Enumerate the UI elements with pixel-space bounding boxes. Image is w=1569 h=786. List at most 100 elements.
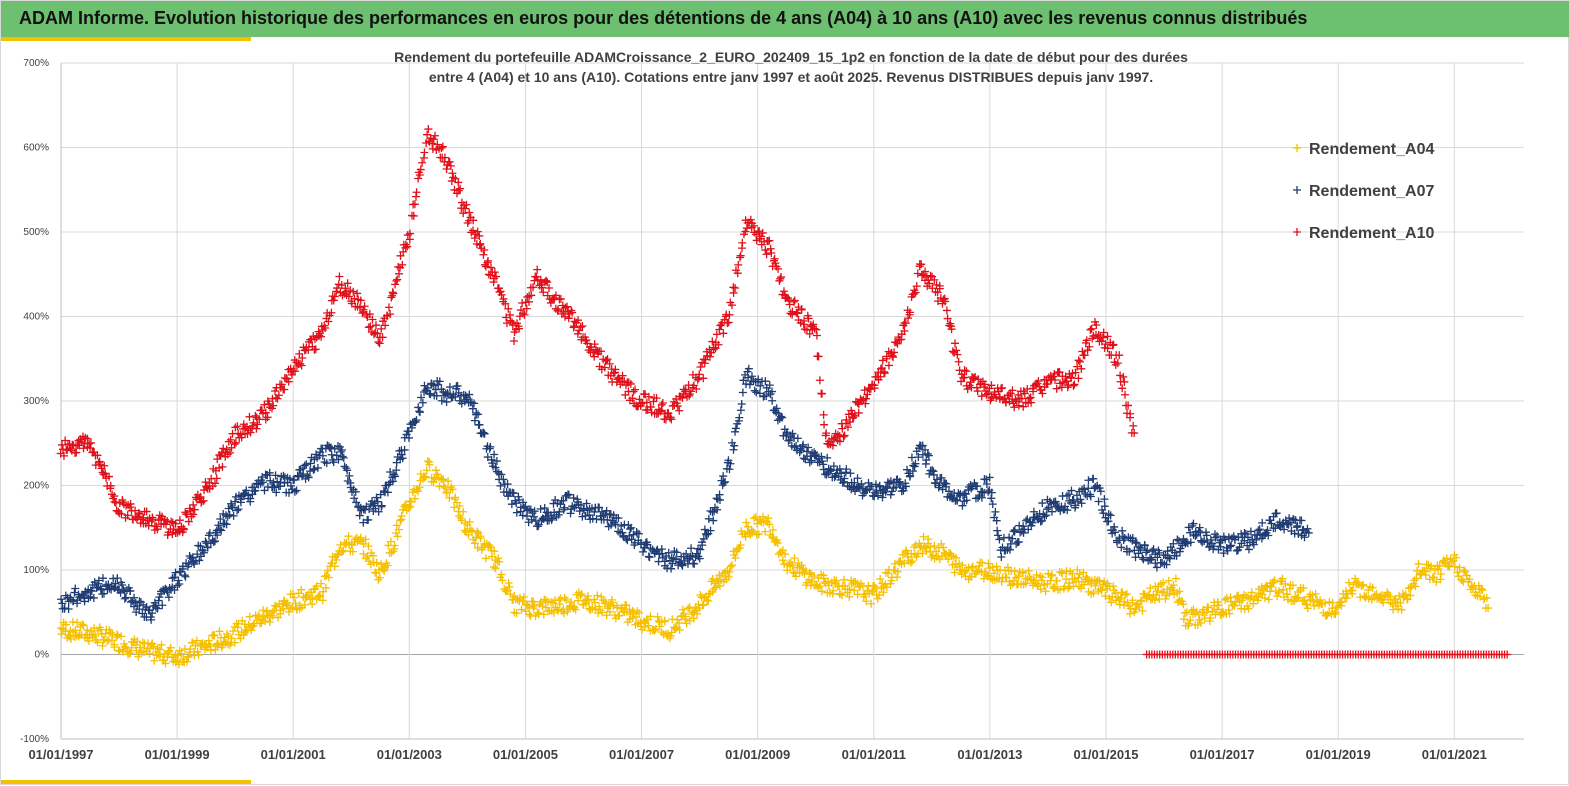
point-rendement-a04	[1175, 587, 1184, 596]
point-rendement-a07	[559, 505, 568, 514]
point-rendement-a04	[1161, 594, 1170, 603]
point-rendement-a04	[1164, 576, 1173, 585]
point-rendement-a07	[756, 381, 765, 390]
point-rendement-a04	[448, 485, 457, 494]
point-rendement-a07	[479, 428, 488, 437]
point-rendement-a04	[289, 593, 298, 602]
point-rendement-a10	[374, 338, 383, 347]
point-rendement-a04	[312, 582, 321, 591]
point-rendement-a07	[231, 497, 240, 506]
point-rendement-a04	[214, 639, 223, 648]
point-rendement-a10	[148, 515, 157, 524]
point-rendement-a07	[168, 574, 177, 583]
point-rendement-a04	[876, 574, 885, 583]
point-rendement-a07	[819, 465, 828, 474]
point-rendement-a10	[496, 287, 505, 296]
point-rendement-a07	[334, 455, 343, 464]
point-rendement-a04	[950, 568, 959, 577]
point-rendement-a10	[905, 308, 914, 317]
point-rendement-a04	[494, 554, 503, 563]
point-rendement-a07	[1010, 525, 1019, 534]
point-rendement-a10	[603, 355, 612, 364]
point-rendement-a10	[398, 260, 407, 269]
point-rendement-a10	[175, 516, 184, 525]
point-rendement-a10	[108, 490, 117, 499]
point-rendement-a04	[210, 631, 219, 640]
point-rendement-a07	[515, 495, 524, 504]
point-rendement-a04	[655, 622, 664, 631]
chart-title-line-1: Rendement du portefeuille ADAMCroissance…	[394, 49, 1188, 65]
point-rendement-a07	[826, 467, 835, 476]
point-rendement-a04	[1021, 579, 1030, 588]
x-tick-label: 01/01/2021	[1422, 747, 1487, 762]
point-rendement-a10	[459, 209, 468, 218]
point-rendement-a10	[481, 262, 490, 271]
point-rendement-a04	[308, 593, 317, 602]
point-rendement-a10	[406, 229, 415, 238]
point-rendement-a07	[942, 479, 951, 488]
point-rendement-a04	[708, 575, 717, 584]
point-rendement-a04	[952, 553, 961, 562]
point-rendement-a07	[417, 393, 426, 402]
point-rendement-a10	[947, 325, 956, 334]
point-rendement-a07	[795, 448, 804, 457]
point-rendement-a10	[504, 304, 513, 313]
point-rendement-a07	[924, 451, 933, 460]
point-rendement-a10	[1121, 390, 1130, 399]
point-rendement-a04	[397, 512, 406, 521]
point-rendement-a07	[1235, 543, 1244, 552]
page-title: ADAM Informe. Evolution historique des p…	[19, 8, 1308, 28]
point-rendement-a07	[411, 418, 420, 427]
point-rendement-a04	[1253, 596, 1262, 605]
point-rendement-a07	[1128, 534, 1137, 543]
point-rendement-a10	[497, 290, 506, 299]
point-rendement-a04	[1206, 614, 1215, 623]
point-rendement-a07	[1094, 497, 1103, 506]
x-tick-label: 01/01/2001	[261, 747, 326, 762]
point-rendement-a10	[570, 317, 579, 326]
point-rendement-a04	[1048, 570, 1057, 579]
point-rendement-a07	[687, 544, 696, 553]
point-rendement-a07	[744, 364, 753, 373]
point-rendement-a04	[1311, 589, 1320, 598]
point-rendement-a10	[94, 458, 103, 467]
point-rendement-a04	[259, 612, 268, 621]
point-rendement-a07	[148, 609, 157, 618]
point-rendement-a04	[1310, 601, 1319, 610]
point-rendement-a04	[229, 627, 238, 636]
point-rendement-a10	[245, 412, 254, 421]
point-rendement-a10	[253, 420, 262, 429]
x-tick-label: 01/01/2009	[725, 747, 790, 762]
point-rendement-a10	[501, 299, 510, 308]
point-rendement-a10	[734, 260, 743, 269]
point-rendement-a07	[345, 471, 354, 480]
point-rendement-a10	[977, 392, 986, 401]
point-rendement-a07	[922, 456, 931, 465]
point-rendement-a07	[709, 516, 718, 525]
point-rendement-a04	[1262, 581, 1271, 590]
point-rendement-a04	[1018, 569, 1027, 578]
point-rendement-a10	[1101, 340, 1110, 349]
point-rendement-a07	[873, 491, 882, 500]
point-rendement-a04	[460, 526, 469, 535]
point-rendement-a04	[790, 554, 799, 563]
point-rendement-a04	[498, 576, 507, 585]
point-rendement-a04	[1394, 605, 1403, 614]
point-rendement-a10	[770, 254, 779, 263]
point-rendement-a10	[291, 367, 300, 376]
point-rendement-a07	[173, 581, 182, 590]
point-rendement-a07	[310, 464, 319, 473]
point-rendement-a04	[1331, 608, 1340, 617]
point-rendement-a10	[890, 348, 899, 357]
point-rendement-a10	[412, 188, 421, 197]
point-rendement-a07	[1091, 483, 1100, 492]
point-rendement-a10	[838, 424, 847, 433]
point-rendement-a10	[415, 170, 424, 179]
point-rendement-a10	[888, 351, 897, 360]
point-rendement-a10	[729, 288, 738, 297]
point-rendement-a07	[1195, 523, 1204, 532]
point-rendement-a10	[1062, 377, 1071, 386]
point-rendement-a04	[1303, 600, 1312, 609]
point-rendement-a10	[695, 370, 704, 379]
